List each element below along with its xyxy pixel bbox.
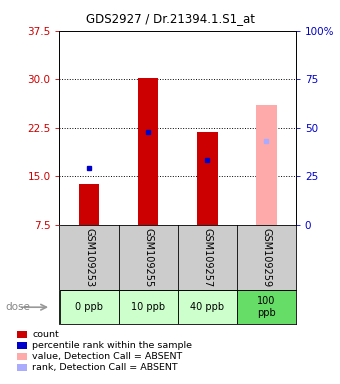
Text: GSM109257: GSM109257 [202, 228, 212, 287]
Text: GSM109255: GSM109255 [143, 228, 153, 287]
Text: 10 ppb: 10 ppb [131, 302, 165, 312]
Text: rank, Detection Call = ABSENT: rank, Detection Call = ABSENT [32, 362, 178, 372]
Text: dose: dose [5, 302, 30, 312]
Text: count: count [32, 330, 59, 339]
Text: GDS2927 / Dr.21394.1.S1_at: GDS2927 / Dr.21394.1.S1_at [85, 12, 255, 25]
Text: 0 ppb: 0 ppb [75, 302, 103, 312]
Text: GSM109259: GSM109259 [261, 228, 271, 287]
Bar [138, 78, 158, 225]
Bar [119, 290, 177, 324]
Bar [197, 132, 218, 225]
Bar [177, 290, 237, 324]
Bar [59, 290, 119, 324]
Bar [79, 184, 99, 225]
Text: GSM109253: GSM109253 [84, 228, 94, 287]
Text: value, Detection Call = ABSENT: value, Detection Call = ABSENT [32, 352, 183, 361]
Text: 100
ppb: 100 ppb [257, 296, 276, 318]
Text: 40 ppb: 40 ppb [190, 302, 224, 312]
Text: percentile rank within the sample: percentile rank within the sample [32, 341, 192, 350]
Bar [237, 290, 296, 324]
Bar [256, 105, 277, 225]
